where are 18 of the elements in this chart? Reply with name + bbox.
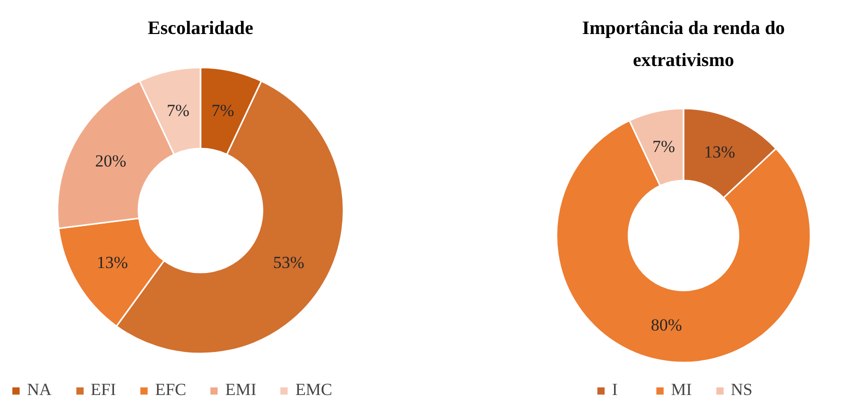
chart-title: Importância da renda do extrativismo	[582, 18, 785, 71]
legend-label: EMI	[225, 380, 256, 400]
data-label: 13%	[96, 253, 128, 272]
data-label: 7%	[652, 137, 675, 156]
data-label: 7%	[166, 100, 190, 120]
legend-label: EFI	[90, 380, 116, 400]
legend-label: NA	[27, 380, 52, 400]
data-label: 20%	[95, 152, 126, 171]
legend-label: I	[612, 380, 619, 400]
legend-label: MI	[671, 380, 692, 400]
data-label: 80%	[650, 315, 682, 334]
chart-title: Escolaridade	[148, 18, 254, 39]
data-label: 13%	[704, 142, 736, 162]
legend-label: NS	[730, 380, 753, 400]
legend-label: EMC	[295, 380, 332, 400]
data-label: 7%	[212, 100, 234, 120]
legend-label: EFC	[155, 380, 186, 400]
data-label: 53%	[273, 253, 304, 272]
